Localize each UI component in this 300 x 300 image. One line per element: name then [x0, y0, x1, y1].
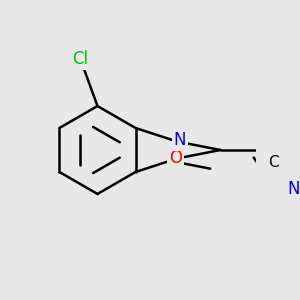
Text: N: N — [174, 131, 186, 149]
Text: Cl: Cl — [72, 50, 88, 68]
Text: C: C — [268, 155, 279, 170]
Text: O: O — [169, 149, 182, 167]
Text: N: N — [288, 180, 300, 198]
